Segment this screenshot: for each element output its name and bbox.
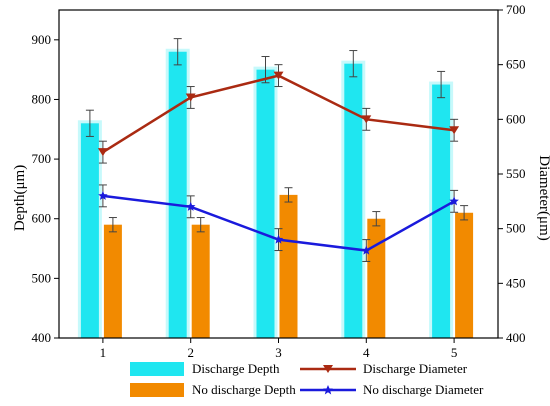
legend-swatch-discharge-depth <box>130 362 184 376</box>
legend-marker-discharge-diameter <box>323 365 333 373</box>
marker-no-discharge-diameter <box>185 201 196 211</box>
x-tick-label: 3 <box>275 345 282 360</box>
y-left-tick-label: 800 <box>32 91 52 106</box>
bar-no-discharge-depth <box>103 224 122 338</box>
bar-no-discharge-depth <box>279 194 298 338</box>
marker-discharge-diameter <box>273 71 284 80</box>
legend-label-discharge-depth: Discharge Depth <box>192 361 280 376</box>
y-right-tick-label: 550 <box>506 166 526 181</box>
y-left-tick-label: 500 <box>32 270 52 285</box>
bar-no-discharge-depth <box>367 218 386 338</box>
legend-label-no-discharge-depth: No discharge Depth <box>192 382 296 397</box>
marker-no-discharge-diameter <box>98 190 108 200</box>
legend-item-discharge-diameter: Discharge Diameter <box>300 361 468 376</box>
legend-item-no-discharge-diameter: No discharge Diameter <box>300 382 484 397</box>
legend-marker-no-discharge-diameter <box>323 385 333 395</box>
y-left-tick-label: 600 <box>32 211 52 226</box>
y-right-tick-label: 600 <box>506 111 526 126</box>
x-tick-label: 5 <box>451 345 458 360</box>
marker-no-discharge-diameter <box>361 245 372 255</box>
legend-item-discharge-depth: Discharge Depth <box>130 361 280 376</box>
line-discharge-diameter <box>102 74 455 154</box>
marker-discharge-diameter <box>185 93 196 102</box>
legend-swatch-no-discharge-depth <box>130 383 184 397</box>
y-left-axis-title: Depth(μm) <box>12 165 28 231</box>
y-right-tick-label: 500 <box>506 221 526 236</box>
y-left-tick-label: 400 <box>32 330 52 345</box>
bar-discharge-depth <box>80 123 99 339</box>
legend-item-no-discharge-depth: No discharge Depth <box>130 382 296 397</box>
axes: 400 500 600 700 800 900 400 450 500 550 600 650 700 1… <box>32 2 526 360</box>
x-tick-label: 4 <box>363 345 370 360</box>
y-left-tick-label: 700 <box>32 151 52 166</box>
bar-no-discharge-depth <box>455 212 474 338</box>
y-right-tick-label: 400 <box>506 330 526 345</box>
marker-discharge-diameter <box>97 148 108 157</box>
marker-discharge-diameter <box>449 126 460 135</box>
marker-discharge-diameter <box>361 115 372 124</box>
y-right-tick-label: 450 <box>506 275 526 290</box>
plot-area <box>77 38 474 339</box>
legend: Discharge Depth No discharge Depth Disch… <box>130 361 484 397</box>
y-right-axis-title: Diameter(μm) <box>536 155 550 241</box>
y-right-tick-label: 650 <box>506 57 526 72</box>
x-tick-label: 1 <box>100 345 107 360</box>
y-left-tick-label: 900 <box>32 32 52 47</box>
marker-no-discharge-diameter <box>449 196 459 206</box>
bar-discharge-depth <box>432 84 451 338</box>
bar-discharge-depth <box>256 69 275 339</box>
y-right-tick-label: 700 <box>506 2 526 17</box>
marker-no-discharge-diameter <box>273 234 284 244</box>
legend-label-discharge-diameter: Discharge Diameter <box>363 361 468 376</box>
bar-discharge-depth <box>168 51 187 338</box>
legend-label-no-discharge-diameter: No discharge Diameter <box>363 382 484 397</box>
bar-no-discharge-depth <box>191 224 210 338</box>
bar-discharge-depth <box>344 63 363 338</box>
x-tick-label: 2 <box>187 345 194 360</box>
